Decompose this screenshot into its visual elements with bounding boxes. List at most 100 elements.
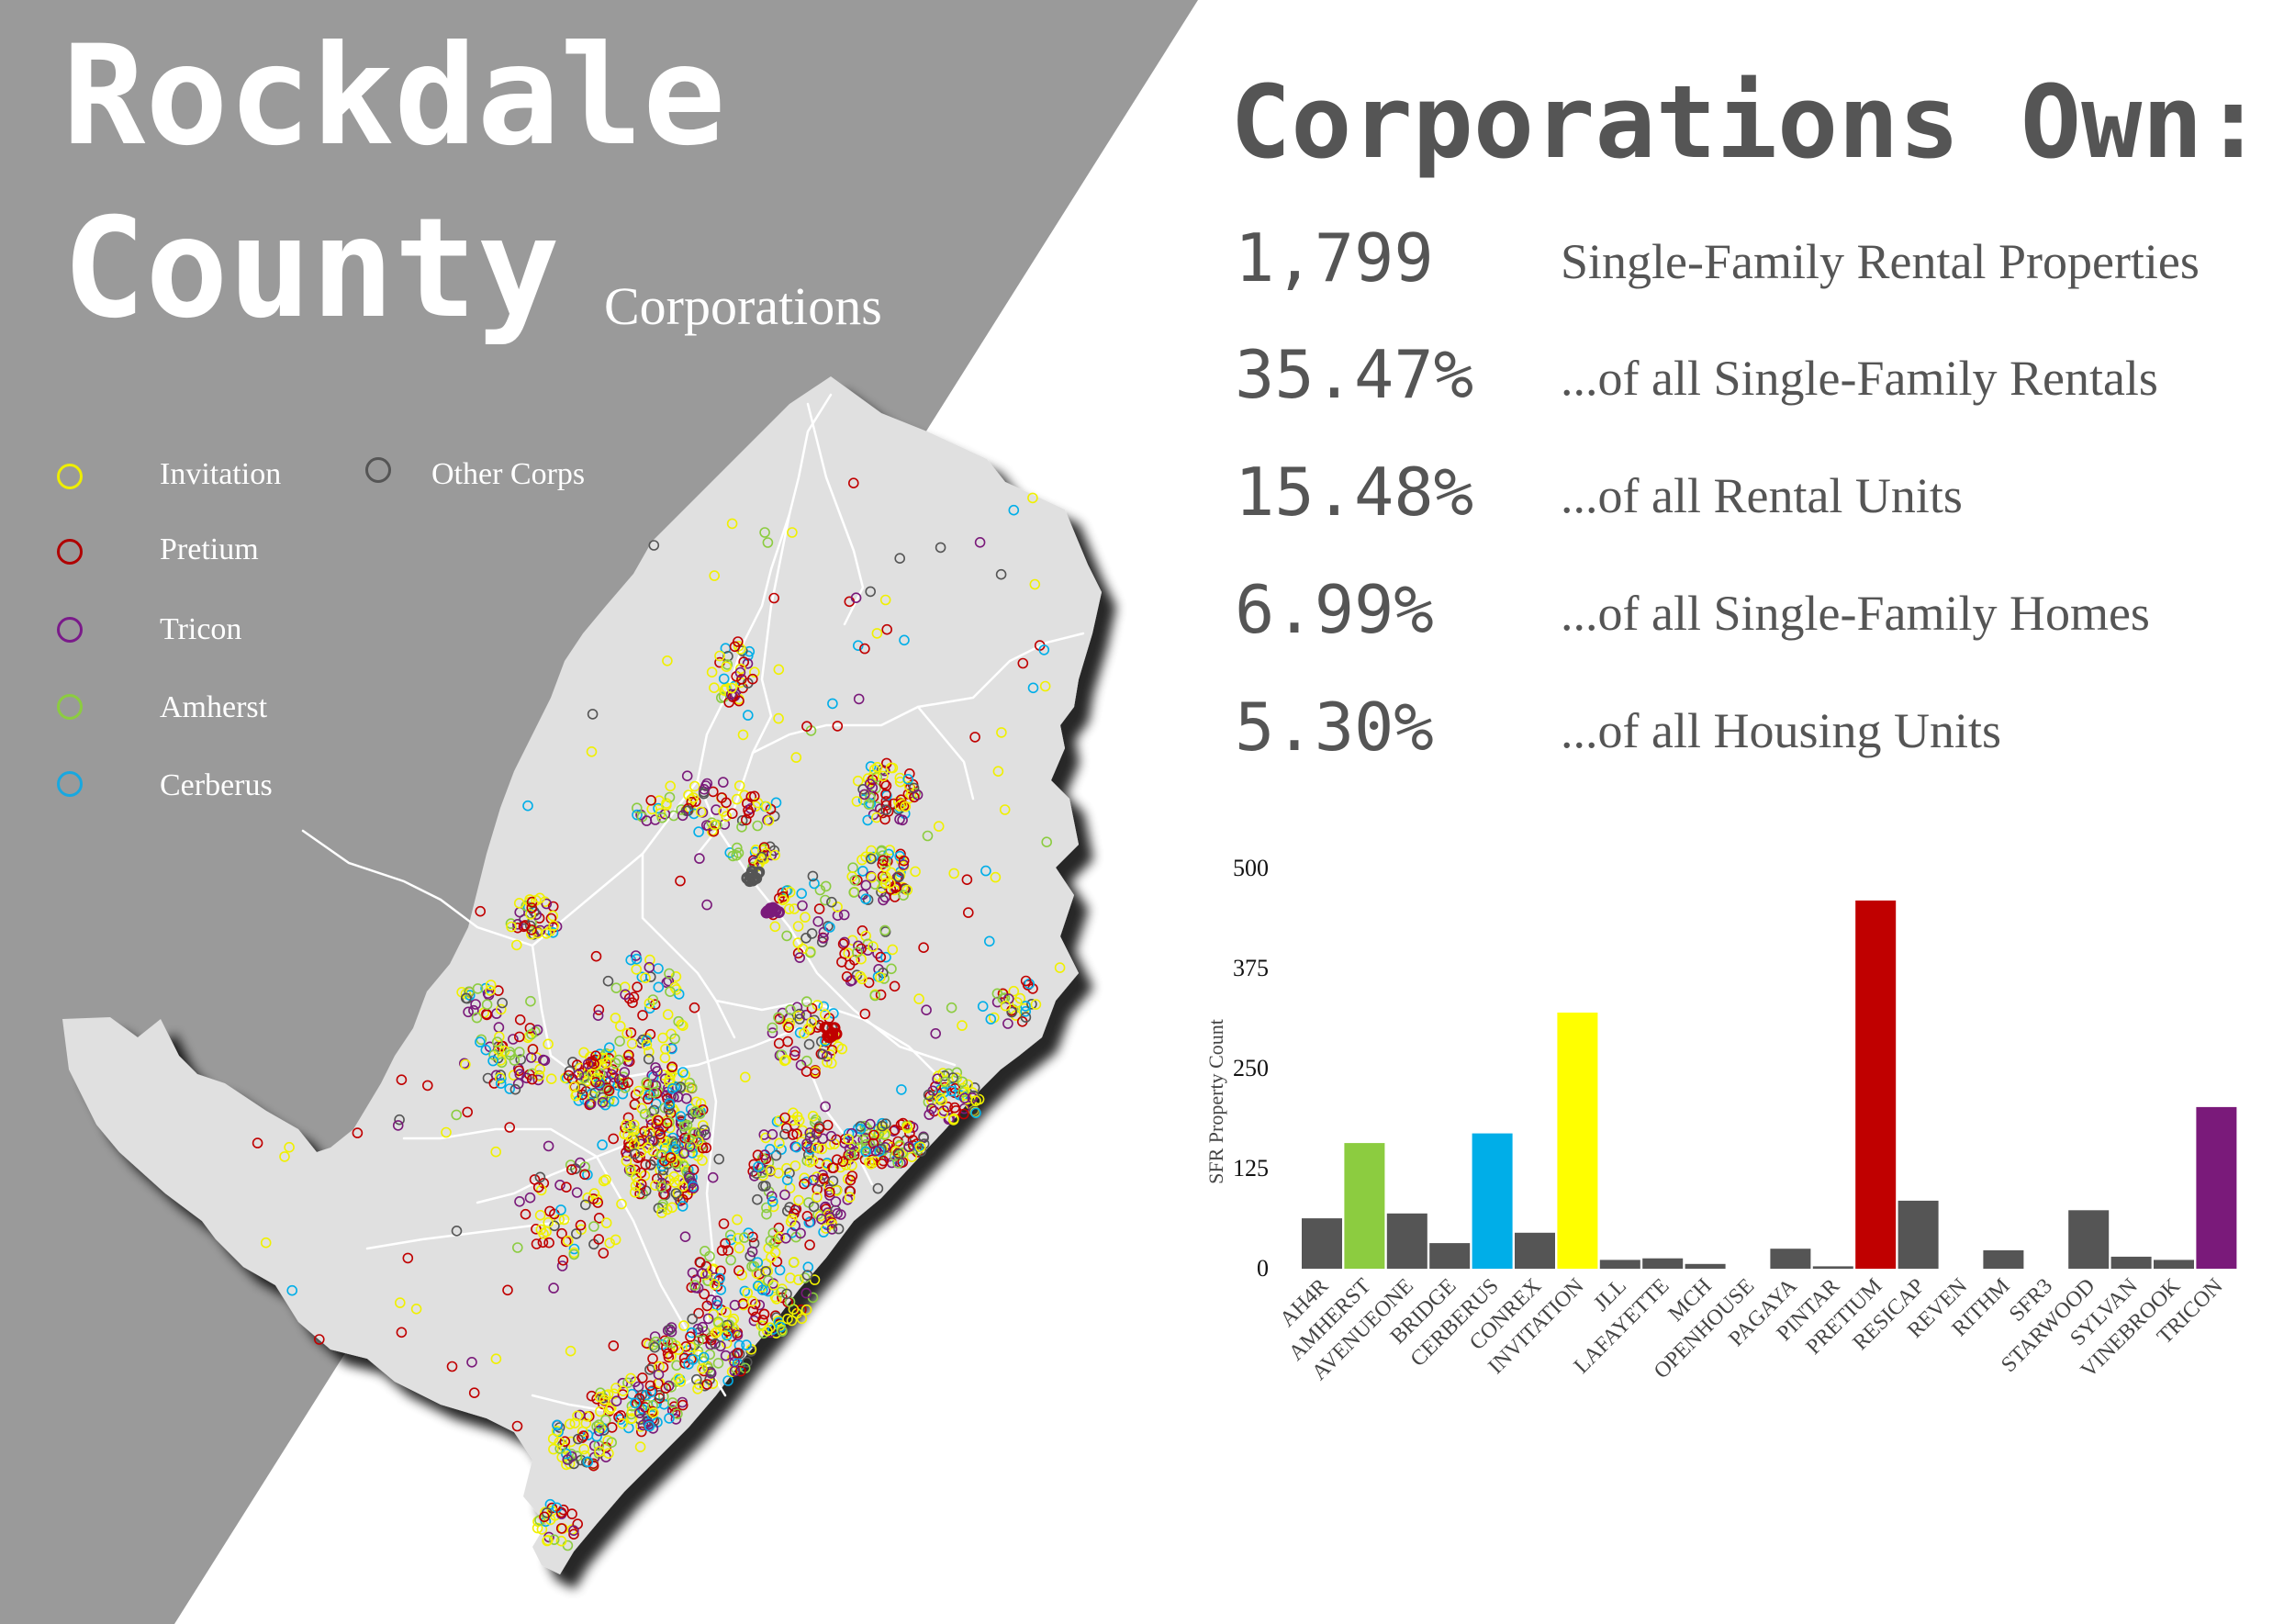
property-point: [714, 650, 725, 662]
property-point: [890, 1146, 902, 1157]
property-point: [733, 695, 744, 707]
property-point: [791, 1128, 802, 1139]
property-point: [593, 1234, 605, 1245]
property-point: [894, 553, 906, 565]
property-point: [708, 825, 720, 837]
property-point: [670, 1188, 682, 1199]
property-point: [650, 1080, 662, 1092]
property-point: [610, 1395, 622, 1406]
property-point: [796, 888, 808, 900]
property-point: [510, 939, 522, 951]
property-point: [617, 1418, 628, 1429]
road: [806, 1063, 874, 1186]
bar-chart: 500 375 250 125 0 SFR Property Count AH4RAMH…: [1204, 855, 2237, 1385]
property-point: [875, 951, 887, 963]
property-point: [784, 1017, 795, 1029]
property-point: [656, 1177, 667, 1189]
property-point: [785, 1272, 796, 1283]
property-point: [628, 1119, 640, 1131]
property-point: [621, 1027, 633, 1039]
property-point: [531, 1238, 543, 1249]
property-point: [689, 1127, 700, 1139]
property-point: [604, 1238, 616, 1249]
property-point: [568, 1525, 579, 1536]
property-point: [757, 1181, 769, 1192]
property-point: [742, 1287, 754, 1299]
property-point: [524, 1023, 536, 1034]
legend-swatch-pretium: [57, 539, 83, 565]
property-point: [458, 1058, 470, 1070]
property-point: [590, 1050, 601, 1061]
property-point: [732, 1214, 743, 1226]
property-point: [614, 1021, 626, 1032]
property-point: [675, 1111, 687, 1122]
property-point: [539, 1055, 551, 1066]
property-point: [707, 1171, 719, 1183]
property-point: [594, 1392, 606, 1403]
property-point: [531, 1224, 542, 1235]
property-point: [678, 1148, 690, 1159]
property-point: [821, 1159, 833, 1170]
property-point: [806, 928, 818, 939]
property-point: [462, 1106, 474, 1118]
property-point: [801, 721, 812, 733]
stat-desc-housing-units: ...of all Housing Units: [1561, 703, 2001, 758]
property-point: [761, 1325, 773, 1337]
property-point: [639, 1126, 651, 1137]
property-point: [555, 1523, 567, 1534]
property-point: [648, 1136, 660, 1147]
property-point: [790, 1141, 802, 1153]
property-point: [942, 1101, 953, 1113]
property-point: [565, 1164, 577, 1175]
property-point: [694, 1108, 706, 1119]
property-point: [736, 814, 748, 826]
road: [641, 852, 736, 1039]
property-point: [711, 1299, 722, 1311]
property-point: [568, 1529, 579, 1540]
property-point: [643, 1079, 655, 1090]
property-point: [769, 903, 782, 916]
title-line-2: County: [62, 189, 560, 349]
property-point: [666, 1202, 678, 1214]
property-point: [773, 1012, 784, 1024]
property-point: [704, 1349, 716, 1361]
property-point: [744, 807, 755, 819]
property-point: [460, 1058, 471, 1070]
property-point: [789, 1257, 800, 1268]
property-point: [733, 1265, 744, 1276]
property-point: [827, 698, 838, 710]
property-point: [807, 870, 819, 882]
property-point: [644, 1126, 656, 1138]
property-point: [513, 897, 525, 909]
property-point: [781, 1174, 793, 1186]
property-point: [843, 1134, 855, 1145]
legend-swatch-amherst: [57, 694, 83, 720]
property-point: [860, 893, 871, 905]
property-point: [720, 1350, 732, 1361]
property-point: [800, 1009, 812, 1021]
property-point: [633, 1085, 644, 1097]
property-point: [626, 1038, 638, 1049]
property-point: [586, 1390, 598, 1402]
property-point: [548, 1443, 559, 1455]
property-point: [913, 993, 924, 1004]
property-point: [577, 1089, 588, 1101]
property-point: [663, 975, 675, 987]
property-point: [880, 951, 891, 963]
property-point: [780, 1123, 792, 1134]
property-point: [597, 1097, 609, 1108]
property-point: [818, 933, 829, 944]
property-point: [818, 1001, 830, 1013]
property-point: [683, 1133, 695, 1144]
property-point: [568, 1458, 580, 1470]
property-point: [686, 1082, 698, 1093]
property-point: [637, 1419, 649, 1431]
property-point: [725, 1254, 736, 1266]
road: [402, 1127, 599, 1159]
property-point: [694, 853, 705, 864]
property-point: [877, 1120, 888, 1132]
property-point: [746, 874, 759, 887]
property-point: [800, 1287, 812, 1299]
property-point: [957, 1087, 968, 1098]
property-point: [588, 1058, 599, 1070]
